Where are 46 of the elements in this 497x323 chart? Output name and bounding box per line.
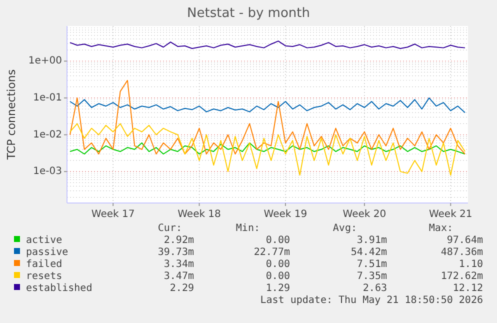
line-series <box>70 97 466 114</box>
text: 1.10 <box>458 259 483 270</box>
legend-label: failed <box>26 259 62 270</box>
text: Max: <box>428 223 453 234</box>
text: 0.00 <box>266 271 290 282</box>
text: Last update: Thu May 21 18:50:50 2026 <box>260 295 483 306</box>
legend-label: resets <box>26 271 62 282</box>
text: 0.00 <box>266 235 290 246</box>
x-tick-label: Week 18 <box>178 209 221 220</box>
text: 3.34m <box>164 259 194 270</box>
text: 172.62m <box>440 271 483 282</box>
text: 2.29 <box>170 283 194 294</box>
y-tick-label: 1e-01 <box>33 92 62 104</box>
legend-label: active <box>26 235 62 246</box>
text: 7.51m <box>356 259 387 270</box>
x-tick-label: Week 19 <box>264 209 308 220</box>
line-series <box>70 80 466 154</box>
line-series <box>70 142 466 154</box>
line-series <box>70 123 466 176</box>
text: 97.64m <box>446 235 483 246</box>
text: 12.12 <box>452 283 483 294</box>
line-series <box>70 40 466 50</box>
chart-title: Netstat - by month <box>187 6 310 21</box>
x-tick-label: Week 21 <box>428 209 472 220</box>
text: 2.63 <box>362 283 387 294</box>
text: Cur: <box>158 223 182 234</box>
text: Avg: <box>332 223 357 234</box>
text: 0.00 <box>266 259 290 270</box>
y-tick-label: 1e+00 <box>28 56 62 67</box>
text: 54.42m <box>350 247 387 258</box>
text: 39.73m <box>158 247 194 258</box>
text: 1.29 <box>266 283 290 294</box>
legend-label: established <box>26 283 92 294</box>
x-tick-label: Week 17 <box>91 209 135 220</box>
text: 3.47m <box>164 271 194 282</box>
text: 22.77m <box>254 247 290 258</box>
y-tick-label: 1e-03 <box>33 166 62 178</box>
y-tick-label: 1e-02 <box>33 129 62 140</box>
text: 2.92m <box>164 235 194 246</box>
legend-label: passive <box>26 247 68 258</box>
y-axis-title: TCP connections <box>5 69 18 161</box>
x-tick-label: Week 20 <box>342 209 386 220</box>
text: Min: <box>236 223 260 234</box>
text: 3.91m <box>356 235 387 246</box>
text: 7.35m <box>356 271 387 282</box>
text: 487.36m <box>440 247 483 258</box>
